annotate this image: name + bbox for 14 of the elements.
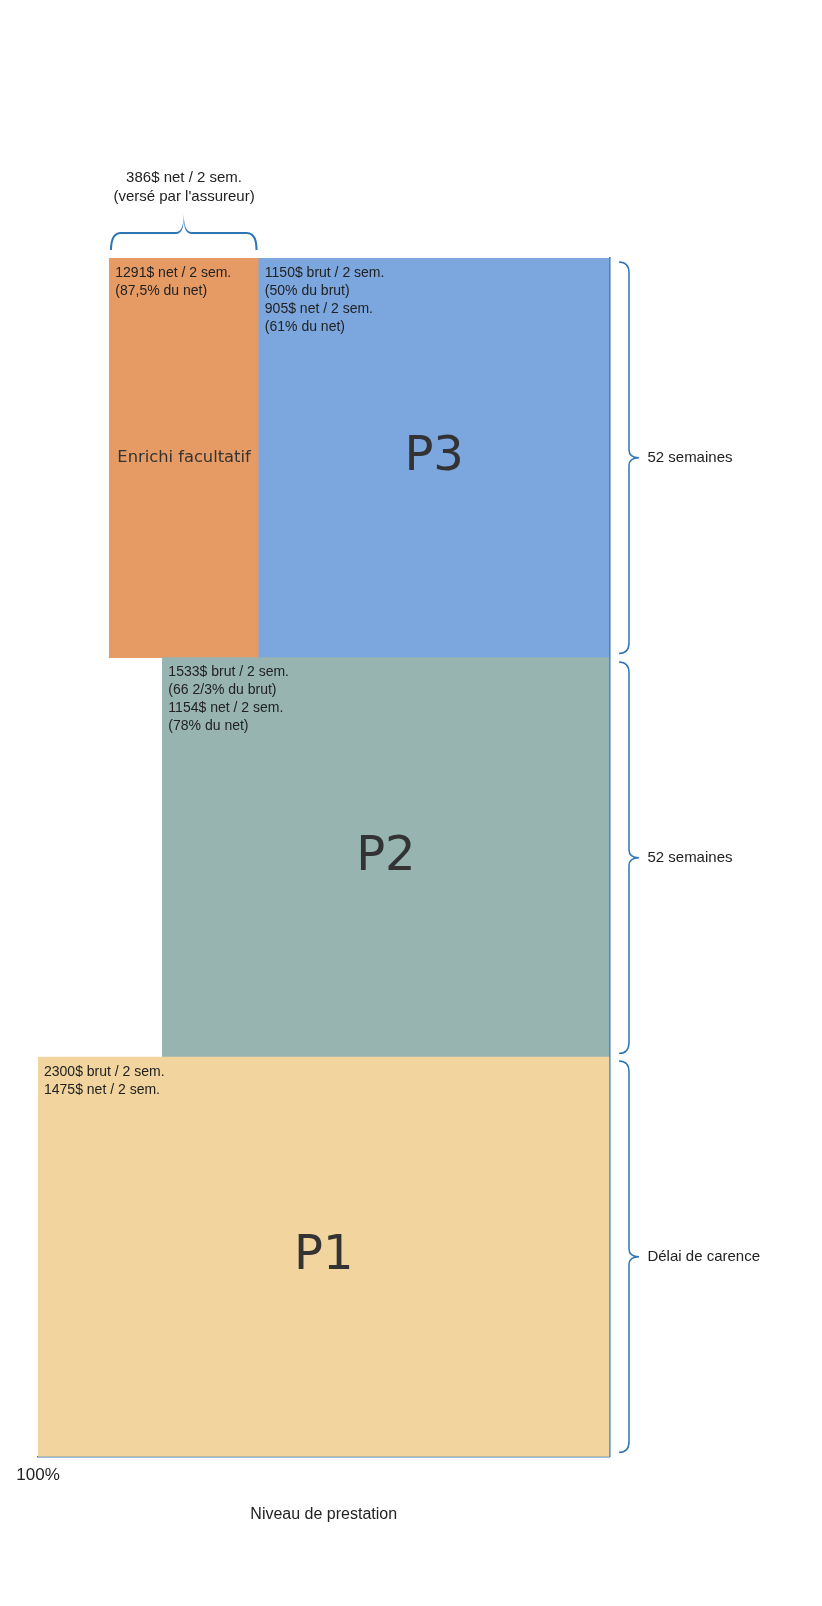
y-tick-label: 52 semaines: [647, 847, 733, 865]
total-label: 1291$ net / 2 sem. (87,5% du net): [115, 263, 232, 298]
y-tick-label: 52 semaines: [647, 447, 733, 465]
x-axis-title: Niveau de prestation: [250, 1504, 398, 1522]
data-label: 1533$ brut / 2 sem. (66 2/3% du brut) 1154$ net / 2 sem. (78% du net): [168, 663, 289, 734]
data-label: 2300$ brut / 2 sem. 1475$ net / 2 sem.: [44, 1063, 165, 1098]
data-label: 1150$ brut / 2 sem. (50% du brut) 905$ net / 2 sem. (61% du net): [264, 263, 385, 334]
text: 386$ net / 2 sem. (versé par l'assureur): [113, 167, 255, 204]
series-label: P2: [356, 824, 416, 881]
series-label: P3: [404, 425, 464, 482]
text: 100%: [16, 1464, 60, 1484]
series-label: Enrichi facultatif: [117, 447, 253, 467]
series-label: P1: [293, 1224, 354, 1281]
y-tick-label: Délai de carence: [647, 1247, 761, 1265]
